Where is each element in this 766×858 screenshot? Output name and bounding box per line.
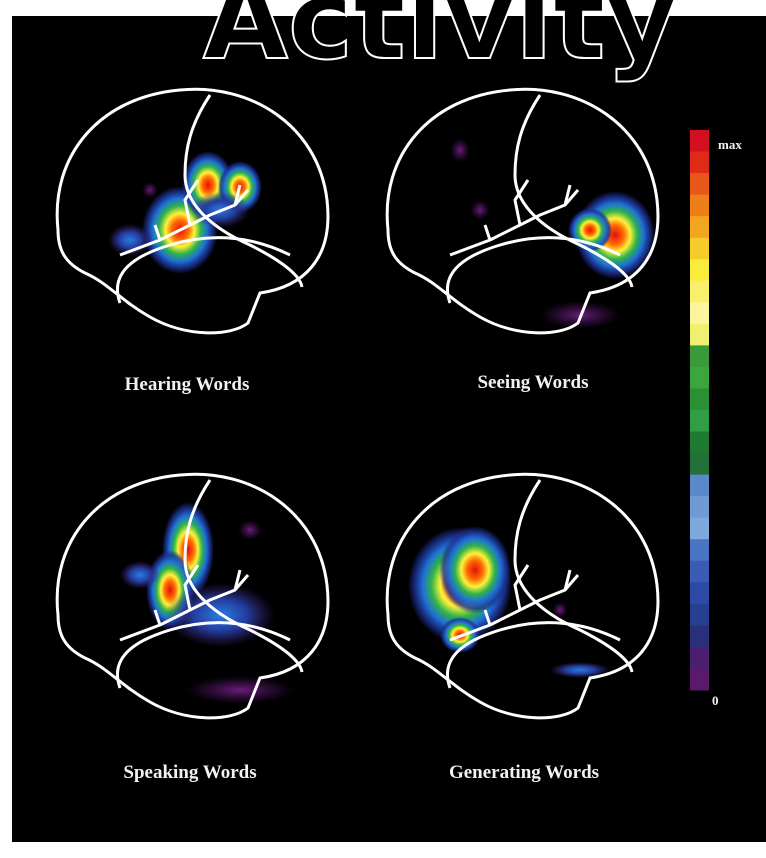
colorbar-stripe [690,453,709,475]
activation-blob [568,208,612,252]
colorbar-stripe [690,238,709,260]
page: {"title": "Activity", "panels": [ {"labe… [0,0,766,858]
panel-label: Speaking Words [123,762,256,783]
colorbar-stripe [690,496,709,518]
activation-blob [450,138,470,162]
title: Activity [203,0,677,84]
colorbar-stripe [690,216,709,238]
colorbar-stripe [690,259,709,281]
colorbar-max-label: max [718,137,742,152]
colorbar-stripe [690,582,709,604]
colorbar-stripe [690,668,709,690]
colorbar-stripe [690,345,709,367]
activation-blob [185,676,295,704]
colorbar-stripe [690,539,709,561]
colorbar-stripe [690,604,709,626]
panel-label: Seeing Words [477,372,588,393]
colorbar-stripe [690,173,709,195]
colorbar-stripe [690,388,709,410]
panel-label: Hearing Words [125,374,250,395]
activation-blob [120,561,160,589]
colorbar-stripe [690,281,709,303]
colorbar-stripe [690,195,709,217]
colorbar-stripe [690,410,709,432]
activation-blob [470,200,490,220]
colorbar-stripe [690,561,709,583]
colorbar-stripe [690,625,709,647]
colorbar-stripe [690,324,709,346]
colorbar-stripe [690,302,709,324]
colorbar-min-label: 0 [712,693,719,708]
figure: Activity max 0 Hearing Words Seeing Words… [0,0,766,858]
panel-label: Generating Words [449,762,599,783]
image-background [12,16,766,842]
colorbar-stripe [690,518,709,540]
colorbar-stripe [690,130,709,152]
activation-blob [439,526,511,614]
colorbar-stripe [690,367,709,389]
colorbar [690,130,709,691]
colorbar-stripe [690,475,709,497]
colorbar-stripe [690,152,709,174]
activation-blob [142,182,158,198]
activation-blob [238,520,262,540]
colorbar-stripe [690,647,709,669]
colorbar-stripe [690,432,709,454]
